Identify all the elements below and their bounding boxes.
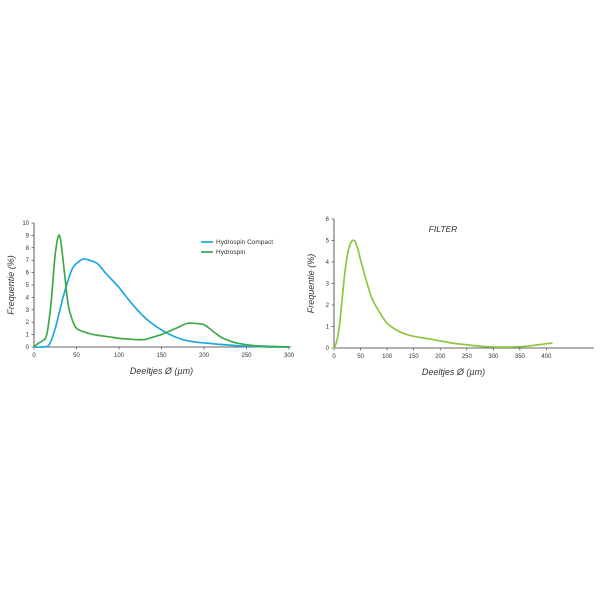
right-x-axis-label: Deeltjes Ø (µm) [422,367,485,377]
left-x-tick-label: 250 [241,353,252,359]
right-y-tick-label: 3 [326,282,330,288]
left-y-tick-label: 7 [26,258,30,264]
left-series-line-1 [33,258,290,349]
left-y-tick-label: 4 [26,295,30,301]
right-x-tick-label: 200 [435,354,446,360]
left-y-tick-label: 10 [22,221,29,227]
right-x-tick-label: 250 [462,354,473,360]
left-x-tick-label: 200 [199,353,210,359]
left-y-tick-label: 9 [26,233,30,239]
right-y-tick-label: 6 [326,217,330,223]
right-x-tick-label: 0 [332,354,336,360]
right-y-axis-label: Frequentie (%) [306,254,316,314]
chart-hydrospin: 0 50 100 150 200 250 300 0 1 2 3 4 5 6 7 8 9 10 Deeltjes Ø… [6,221,295,376]
left-y-tick-label: 6 [26,271,30,277]
chart-filter: 0 50 100 150 200 250 300 350 400 0 1 2 3 4 5 6 Deeltjes … [306,217,594,377]
left-x-tick-label: 0 [32,353,36,359]
left-y-axis-label: Frequentie (%) [6,255,16,315]
left-series-line-2 [33,234,290,348]
right-title: FILTER [429,224,458,234]
left-y-tick-label: 2 [26,320,30,326]
right-y-tick-label: 4 [326,260,330,266]
right-x-tick-label: 150 [409,354,420,360]
left-y-tick-label: 0 [26,345,30,351]
right-y-tick-label: 2 [326,303,330,309]
right-y-tick-label: 1 [326,325,330,331]
left-y-tick-label: 1 [26,333,30,339]
left-y-tick-label: 5 [26,283,30,289]
right-series-line-1 [333,239,553,349]
left-x-tick-label: 150 [156,353,167,359]
right-x-tick-label: 350 [515,354,526,360]
left-y-tick-label: 3 [26,308,30,314]
right-y-tick-label: 0 [326,346,330,352]
left-x-tick-label: 50 [73,353,80,359]
right-x-tick-label: 300 [488,354,499,360]
left-x-axis-label: Deeltjes Ø (µm) [130,366,193,376]
right-x-tick-label: 400 [541,354,552,360]
left-x-tick-label: 100 [114,353,125,359]
right-x-tick-label: 50 [357,354,364,360]
right-x-tick-label: 100 [382,354,393,360]
left-y-tick-label: 8 [26,246,30,252]
left-legend-label-2: Hydrospin [216,249,246,256]
right-y-tick-label: 5 [326,239,330,245]
left-x-tick-label: 300 [284,353,295,359]
left-legend-label-1: Hydrospin Compact [216,239,273,246]
